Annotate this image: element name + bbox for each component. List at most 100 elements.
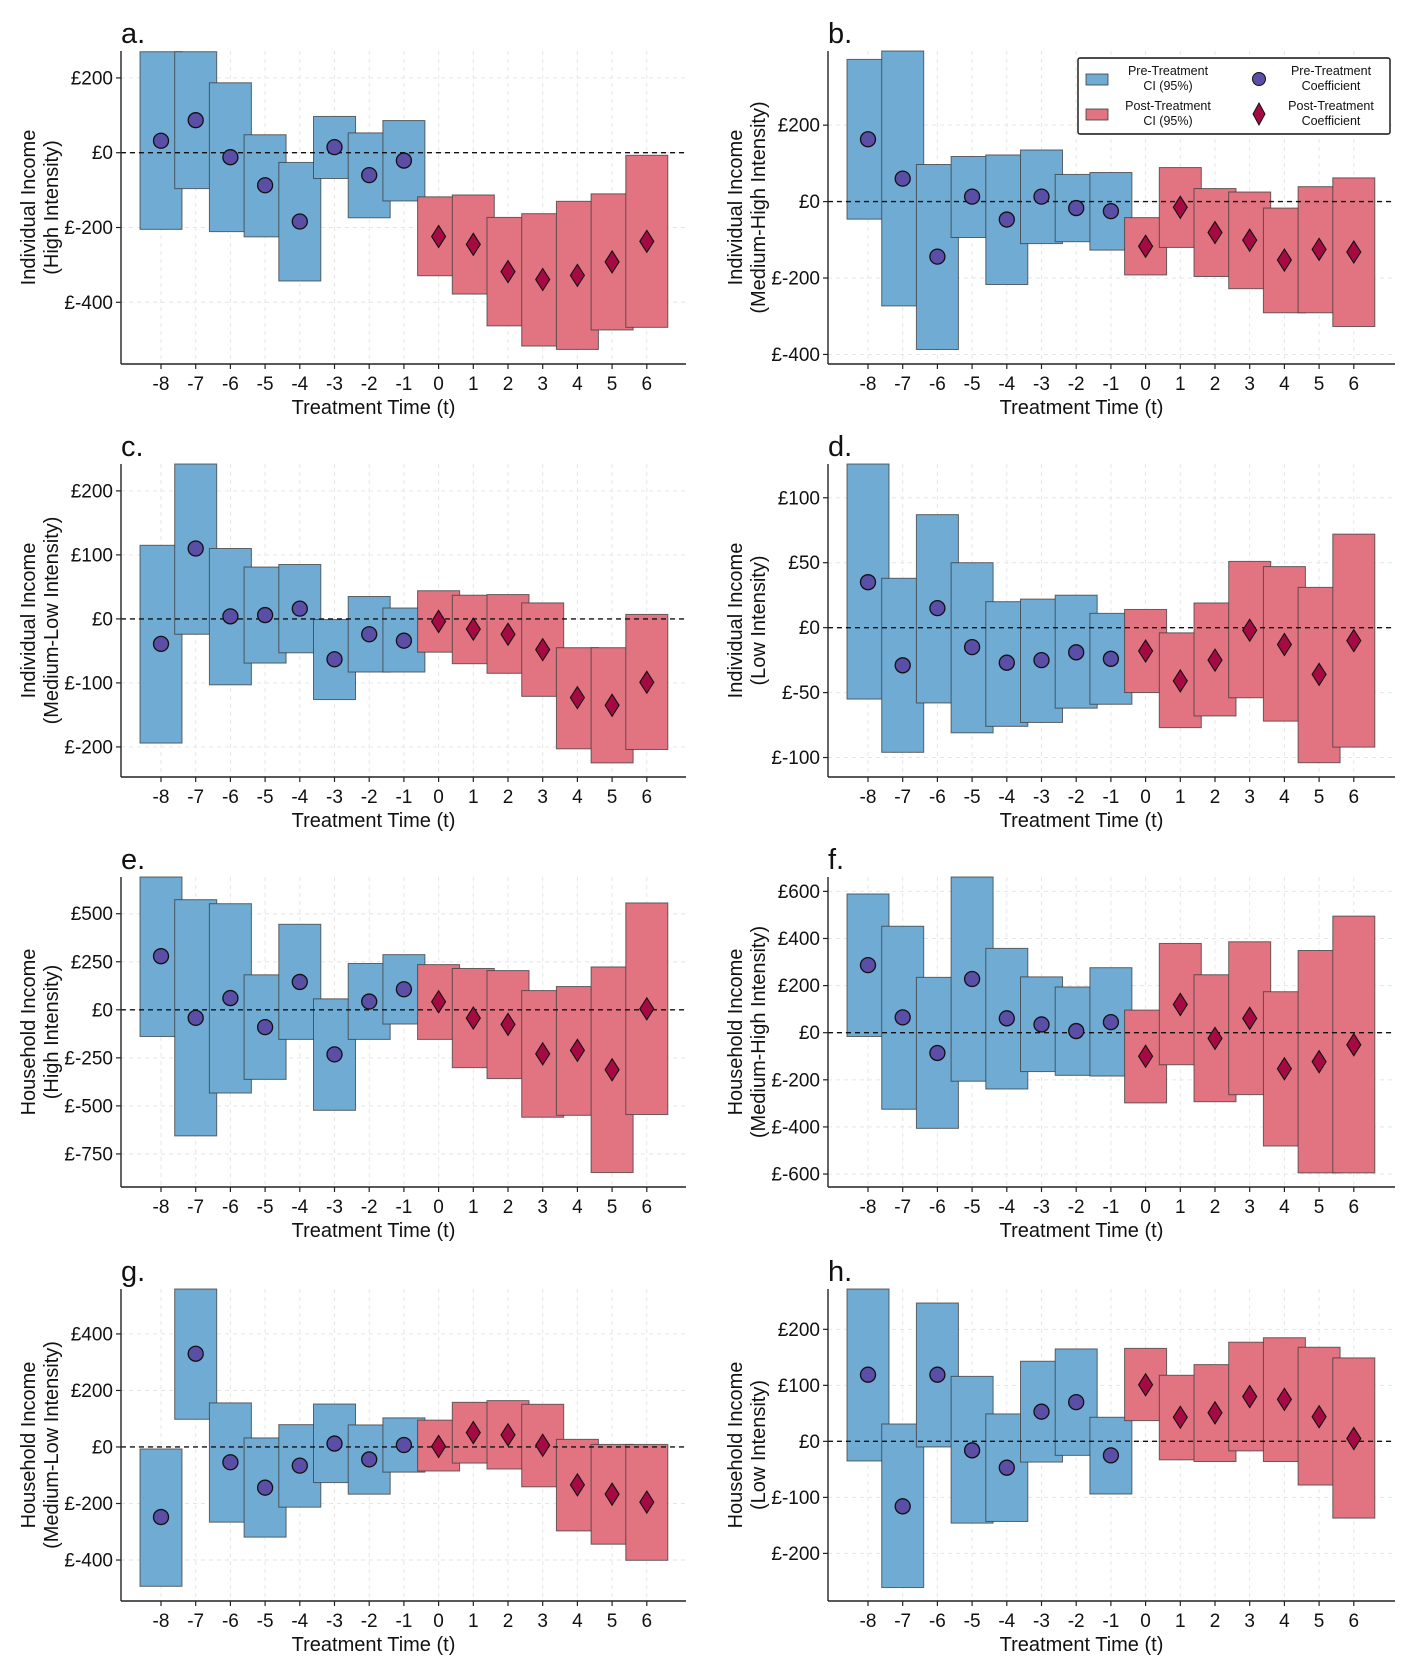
- y-tick-label: £200: [71, 481, 113, 502]
- x-tick-label: 3: [537, 1611, 548, 1632]
- pre-treatment-coefficient-icon: [1252, 72, 1266, 86]
- x-tick-label: -7: [187, 787, 204, 808]
- post-treatment-coefficient-point: [1137, 1044, 1154, 1069]
- x-tick-label: -8: [153, 787, 170, 808]
- x-tick-label: 5: [1314, 374, 1325, 395]
- x-tick-label: 4: [572, 374, 583, 395]
- x-tick-label: 5: [1314, 787, 1325, 808]
- y-tick-label: £0: [799, 618, 820, 639]
- x-tick-label: -8: [860, 787, 877, 808]
- x-tick-label: -3: [1033, 1197, 1050, 1218]
- panel-a: £200 £0 £-200 £-400 -8 -7 -6 -5 -4 -3 -2 -1 0 1 2 3 4 5 6 T…: [18, 18, 686, 419]
- post-treatment-coefficient-point: [1242, 1006, 1258, 1031]
- y-axis-title-line: Household Income: [18, 949, 40, 1116]
- y-tick-label: £200: [778, 116, 820, 137]
- x-tick-label: 5: [607, 374, 618, 395]
- post-treatment-coefficient-point: [430, 609, 447, 634]
- pre-treatment-coefficient-point: [929, 600, 946, 617]
- y-tick-label: £-100: [771, 748, 820, 769]
- x-tick-label: 6: [642, 1197, 653, 1218]
- panel-b: £200 £0 £-200 £-400 -8 -7 -6 -5 -4 -3 -2 -1 0 1 2 3 4 5 6 T…: [725, 18, 1395, 419]
- y-tick-label: £-200: [64, 218, 113, 239]
- x-tick-label: -6: [222, 787, 239, 808]
- x-tick-label: 3: [1244, 1197, 1255, 1218]
- pre-treatment-coefficient-point: [222, 149, 239, 166]
- y-tick-label: £-750: [64, 1144, 113, 1165]
- post-treatment-coefficient-point: [430, 989, 447, 1014]
- post-treatment-coefficient-point: [1207, 648, 1223, 673]
- x-tick-label: -1: [395, 1611, 412, 1632]
- x-tick-label: 4: [1279, 374, 1290, 395]
- pre-treatment-coefficient-point: [1068, 1022, 1085, 1040]
- post-treatment-coefficient-point: [465, 1006, 481, 1031]
- x-tick-label: 1: [1175, 1611, 1186, 1632]
- pre-treatment-coefficient-point: [998, 211, 1015, 228]
- x-tick-label: -8: [153, 1611, 170, 1632]
- x-tick-label: -4: [998, 1197, 1015, 1218]
- x-tick-label: -8: [860, 1611, 877, 1632]
- legend-label-line: Post-Treatment: [1288, 99, 1374, 113]
- pre-treatment-coefficient-point: [1102, 1013, 1120, 1031]
- pre-treatment-coefficient-point: [894, 170, 911, 187]
- y-tick-label: £-400: [771, 345, 820, 366]
- pre-treatment-coefficient-point: [963, 1442, 981, 1459]
- pre-treatment-coefficient-point: [929, 1366, 946, 1383]
- post-treatment-coefficient-point: [1172, 668, 1188, 693]
- x-tick-label: -2: [361, 374, 378, 395]
- y-tick-label: £400: [71, 1324, 113, 1345]
- y-tick-label: £200: [778, 976, 820, 997]
- y-tick-label: £-400: [64, 293, 113, 314]
- x-tick-label: 4: [1279, 787, 1290, 808]
- x-tick-label: -4: [291, 374, 308, 395]
- panel-e: £500 £250 £0 £-250 £-500 £-750 -8 -7 -6 -5 -4 -3 -2-…: [18, 844, 686, 1242]
- legend-label: Post-Treatment CI (95%): [1125, 99, 1211, 128]
- y-tick-label: £-400: [771, 1117, 820, 1138]
- pre-treatment-coefficient-point: [395, 632, 413, 649]
- post-treatment-coefficient-point: [604, 693, 620, 718]
- x-tick-label: -4: [291, 1197, 308, 1218]
- x-tick-label: 3: [1244, 787, 1255, 808]
- pre-treatment-coefficient-point: [187, 540, 204, 557]
- y-axis-title-line: (High Intensity): [41, 965, 63, 1100]
- pre-treatment-coefficient-point: [361, 993, 378, 1010]
- y-tick-label: £-200: [64, 737, 113, 758]
- pre-treatment-coefficient-point: [963, 970, 981, 988]
- y-tick-label: £200: [71, 68, 113, 89]
- x-tick-label: 3: [537, 787, 548, 808]
- legend-box: [1077, 57, 1391, 135]
- legend-label-line: CI (95%): [1143, 114, 1192, 128]
- pre-treatment-coefficient-point: [256, 1479, 274, 1496]
- x-tick-label: -7: [894, 1197, 911, 1218]
- y-tick-label: £-250: [64, 1048, 113, 1069]
- x-tick-label: 6: [1349, 374, 1360, 395]
- x-tick-label: -3: [326, 1611, 343, 1632]
- legend-label-line: Coefficient: [1302, 114, 1361, 128]
- x-tick-label: -1: [395, 1197, 412, 1218]
- panel-label: a.: [121, 18, 145, 50]
- x-tick-label: 2: [1210, 1611, 1221, 1632]
- x-tick-label: -4: [291, 787, 308, 808]
- panel-h: £200 £100 £0 £-100 £-200 -8 -7 -6 -5 -4 -3 -2 -1 0 1 2 3…: [725, 1256, 1395, 1656]
- post-treatment-coefficient-point: [535, 1433, 551, 1458]
- pre-treatment-coefficient-point: [929, 248, 946, 265]
- x-tick-label: -5: [257, 1197, 274, 1218]
- pre-treatment-coefficient-point: [361, 626, 378, 643]
- x-axis-title: Treatment Time (t): [292, 810, 456, 832]
- y-tick-label: £-100: [64, 673, 113, 694]
- pre-treatment-coefficient-point: [187, 1345, 204, 1362]
- x-tick-label: 2: [1210, 1197, 1221, 1218]
- post-treatment-coefficient-point: [639, 670, 655, 695]
- pre-treatment-coefficient-point: [256, 177, 274, 194]
- panel-g: £400 £200 £0 £-200 £-400 -8 -7 -6 -5 -4 -3 -2 -1 0 1 2 3…: [18, 1256, 686, 1656]
- x-tick-label: -8: [860, 1197, 877, 1218]
- y-axis-title: Household Income(High Intensity): [18, 949, 63, 1116]
- legend: Pre-Treatment CI (95%)Pre-Treatment Coeffi…: [1077, 57, 1391, 135]
- post-treatment-coefficient-point: [465, 232, 481, 257]
- post-treatment-coefficient-point: [535, 637, 551, 662]
- pre-treatment-coefficient-point: [859, 956, 877, 974]
- pre-treatment-coefficient-point: [1033, 188, 1050, 205]
- y-tick-label: £-100: [771, 1488, 820, 1509]
- y-tick-label: £250: [71, 952, 113, 973]
- y-axis-title-line: (Low Intensity): [748, 555, 770, 685]
- pre-treatment-coefficient-point: [222, 608, 239, 625]
